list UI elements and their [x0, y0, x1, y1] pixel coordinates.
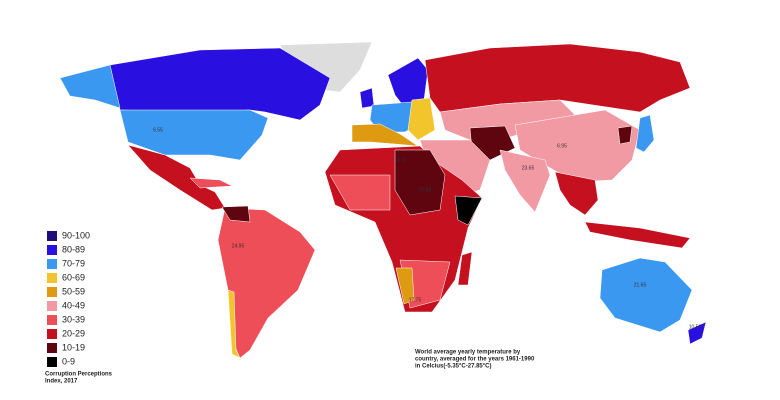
countries	[59, 41, 707, 359]
legend-label: 60-69	[62, 272, 85, 282]
legend-label: 70-79	[62, 258, 85, 268]
legend-label: 40-49	[62, 300, 85, 310]
caption-line: in Celcius(-5.35°C-27.85°C)	[415, 364, 492, 370]
legend-label: 50-59	[62, 286, 85, 296]
country-label: 26.93	[419, 187, 432, 193]
legend-swatch	[47, 287, 57, 297]
india	[499, 149, 551, 213]
alaska	[59, 64, 121, 109]
country-label: 6.95	[557, 143, 567, 149]
chile	[227, 289, 241, 359]
madagascar	[457, 251, 473, 286]
mexico	[127, 144, 226, 211]
legend-swatch	[47, 259, 57, 269]
legend-swatch	[47, 343, 57, 353]
indonesia	[584, 221, 691, 249]
legend-swatch	[47, 357, 57, 367]
source-line: Index, 2017	[45, 379, 78, 385]
legend-label: 30-39	[62, 314, 85, 324]
source-line: Corruption Perceptions	[45, 372, 113, 378]
caption-line: World average yearly temperature by	[415, 350, 521, 356]
legend-label: 80-89	[62, 244, 85, 254]
legend-swatch	[47, 329, 57, 339]
west-africa	[329, 174, 391, 211]
country-labels: 6.55 24.95 21.65 6.95 23.65 26.93 21.8 17.75 10.…	[153, 127, 701, 330]
legend-label: 10-19	[62, 342, 85, 352]
legend-swatch	[47, 231, 57, 241]
new-zealand	[687, 321, 707, 345]
country-label: 6.55	[153, 127, 163, 133]
usa	[119, 109, 269, 161]
japan	[635, 114, 655, 153]
venezuela	[221, 205, 251, 223]
caption-line: country, averaged for the years 1961-199…	[415, 357, 535, 363]
canada	[109, 47, 331, 121]
legend-swatch	[47, 315, 57, 325]
s-europe	[351, 123, 419, 147]
legend-swatch	[47, 301, 57, 311]
country-label: 23.65	[522, 165, 535, 171]
caribbean	[189, 177, 233, 189]
legend: 90-100 80-89 70-79 60-69 50-59 40-49 30-39 20-2…	[47, 230, 90, 367]
legend-label: 20-29	[62, 328, 85, 338]
horn-africa	[454, 195, 483, 226]
se-asia	[554, 171, 599, 216]
country-label: 10.55	[689, 324, 702, 330]
country-label: 17.75	[409, 297, 422, 303]
legend-swatch	[47, 273, 57, 283]
sahara	[394, 149, 446, 216]
south-america	[217, 207, 316, 359]
legend-label: 90-100	[62, 230, 90, 240]
country-label: 24.95	[232, 243, 245, 249]
legend-swatch	[47, 245, 57, 255]
e-europe	[407, 97, 436, 141]
namibia	[395, 267, 415, 305]
legend-label: 0-9	[62, 356, 75, 366]
korea	[617, 125, 633, 145]
country-label: 21.8	[395, 157, 405, 163]
country-label: 21.65	[634, 282, 647, 288]
caption: World average yearly temperature bycount…	[415, 350, 535, 370]
australia	[599, 257, 693, 333]
